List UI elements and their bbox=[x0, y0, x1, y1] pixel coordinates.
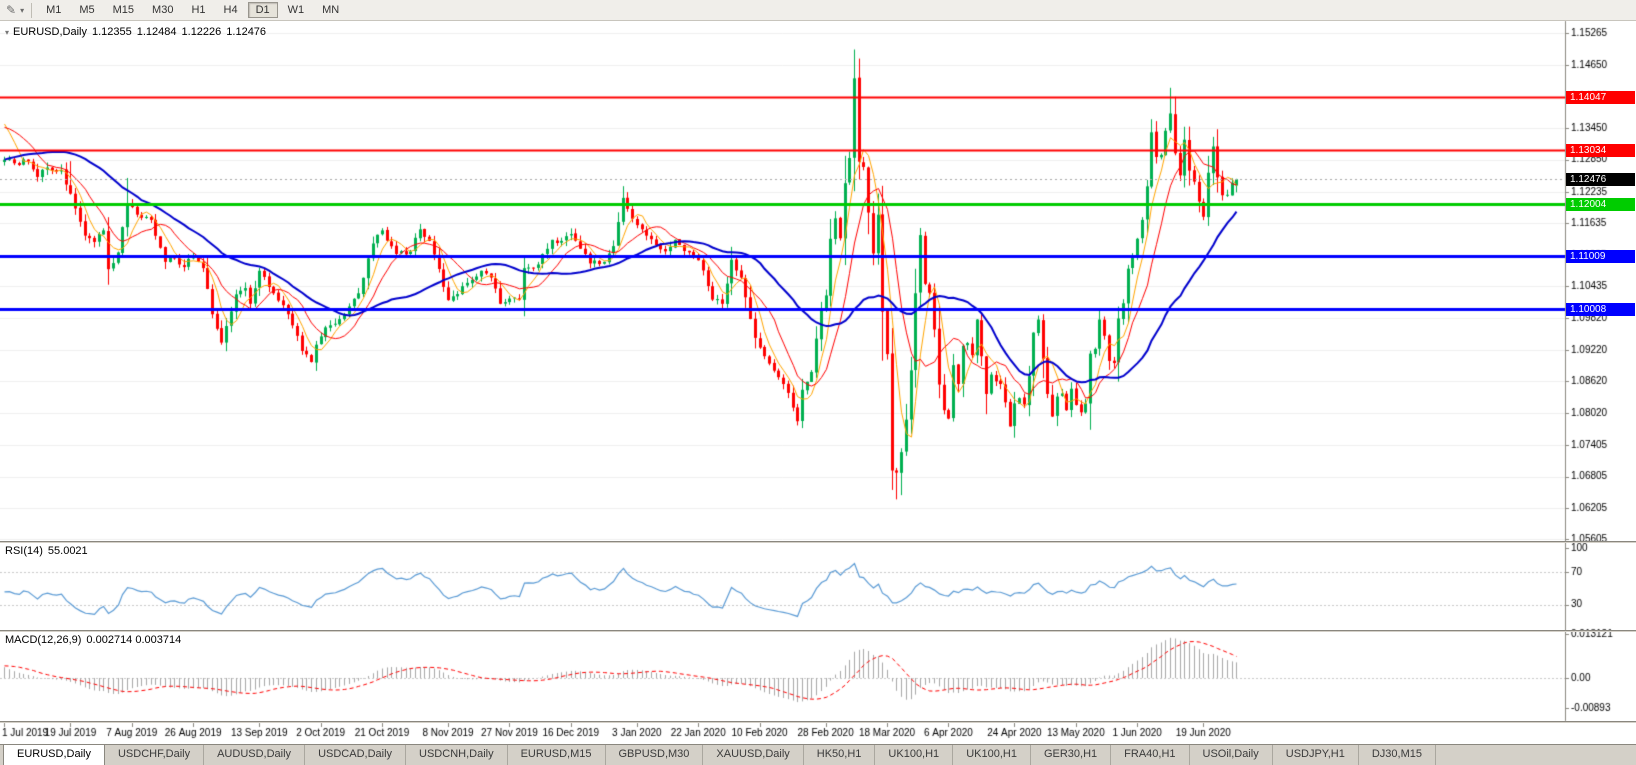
chart-tab-usoil-daily-13[interactable]: USOil,Daily bbox=[1190, 745, 1273, 765]
chart-tab-xauusd-daily-7[interactable]: XAUUSD,Daily bbox=[703, 745, 804, 765]
chart-tab-ger30-h1-11[interactable]: GER30,H1 bbox=[1031, 745, 1112, 765]
chart-tab-uk100-h1-9[interactable]: UK100,H1 bbox=[875, 745, 954, 765]
chart-dropdown-icon[interactable]: ▾ bbox=[5, 28, 10, 37]
ohlc-high: 1.12484 bbox=[136, 26, 177, 38]
timeframe-button-d1[interactable]: D1 bbox=[247, 2, 278, 18]
macd-name: MACD(12,26,9) bbox=[5, 634, 82, 646]
chart-tab-usdjpy-h1-14[interactable]: USDJPY,H1 bbox=[1273, 745, 1359, 765]
price-level-tag-1.13034: 1.13034 bbox=[1566, 144, 1635, 157]
chart-tab-usdchf-daily-1[interactable]: USDCHF,Daily bbox=[105, 745, 205, 765]
ohlc-close: 1.12476 bbox=[226, 26, 267, 38]
chart-tab-usdcnh-daily-4[interactable]: USDCNH,Daily bbox=[406, 745, 508, 765]
panel-splitter-macd[interactable] bbox=[0, 630, 1636, 632]
chart-tab-fra40-h1-12[interactable]: FRA40,H1 bbox=[1111, 745, 1190, 765]
chart-tab-eurusd-daily-0[interactable]: EURUSD,Daily bbox=[3, 745, 105, 765]
timeframe-buttons-group: M1 M5 M15 M30 H1 H4 D1 W1 MN bbox=[37, 2, 348, 18]
panel-splitter-rsi[interactable] bbox=[0, 541, 1636, 543]
chart-tab-usdcad-daily-3[interactable]: USDCAD,Daily bbox=[305, 745, 407, 765]
price-level-tag-1.14047: 1.14047 bbox=[1566, 91, 1635, 104]
chart-tab-eurusd-m15-5[interactable]: EURUSD,M15 bbox=[508, 745, 606, 765]
chart-tab-uk100-h1-10[interactable]: UK100,H1 bbox=[953, 745, 1031, 765]
rsi-indicator-label: RSI(14) 55.0021 bbox=[5, 545, 88, 557]
current-price-tag: 1.12476 bbox=[1566, 173, 1635, 186]
macd-values: 0.002714 0.003714 bbox=[86, 634, 182, 646]
price-level-tag-1.10008: 1.10008 bbox=[1566, 303, 1635, 316]
timeframe-button-mn[interactable]: MN bbox=[322, 4, 340, 16]
rsi-value: 55.0021 bbox=[47, 545, 88, 557]
chart-header: ▾ EURUSD,Daily 1.12355 1.12484 1.12226 1.1247… bbox=[5, 26, 266, 38]
timeframe-button-m5[interactable]: M5 bbox=[79, 4, 95, 16]
ohlc-open: 1.12355 bbox=[91, 26, 132, 38]
timeframe-button-h4[interactable]: H4 bbox=[223, 4, 238, 16]
chart-tab-hk50-h1-8[interactable]: HK50,H1 bbox=[804, 745, 876, 765]
rsi-name: RSI(14) bbox=[5, 545, 43, 557]
macd-indicator-label: MACD(12,26,9) 0.002714 0.003714 bbox=[5, 634, 181, 646]
price-level-tag-1.12004: 1.12004 bbox=[1566, 198, 1635, 211]
chart-edit-icon[interactable]: ✎ bbox=[6, 3, 17, 17]
timeframe-button-m1[interactable]: M1 bbox=[46, 4, 62, 16]
timeframe-button-h1[interactable]: H1 bbox=[191, 4, 206, 16]
dropdown-arrow-icon[interactable]: ▾ bbox=[20, 5, 25, 15]
price-level-tag-1.11009: 1.11009 bbox=[1566, 250, 1635, 263]
ohlc-low: 1.12226 bbox=[181, 26, 222, 38]
toolbar-separator bbox=[31, 2, 33, 18]
chart-tab-gbpusd-m30-6[interactable]: GBPUSD,M30 bbox=[606, 745, 704, 765]
timeframe-button-w1[interactable]: W1 bbox=[287, 4, 305, 16]
timeframe-button-m15[interactable]: M15 bbox=[112, 4, 135, 16]
timeframe-button-m30[interactable]: M30 bbox=[152, 4, 174, 16]
timeframe-toolbar: ✎ ▾ M1 M5 M15 M30 H1 H4 D1 W1 MN bbox=[0, 0, 1636, 21]
date-axis-separator bbox=[0, 721, 1636, 723]
symbol-period-label: EURUSD,Daily bbox=[13, 26, 87, 38]
chart-tab-dj30-m15-15[interactable]: DJ30,M15 bbox=[1359, 745, 1436, 765]
chart-tab-audusd-daily-2[interactable]: AUDUSD,Daily bbox=[204, 745, 306, 765]
chart-tabs: EURUSD,Daily USDCHF,Daily AUDUSD,Daily USDC… bbox=[3, 745, 1436, 765]
chart-tab-bar: EURUSD,Daily USDCHF,Daily AUDUSD,Daily USDC… bbox=[0, 744, 1636, 765]
